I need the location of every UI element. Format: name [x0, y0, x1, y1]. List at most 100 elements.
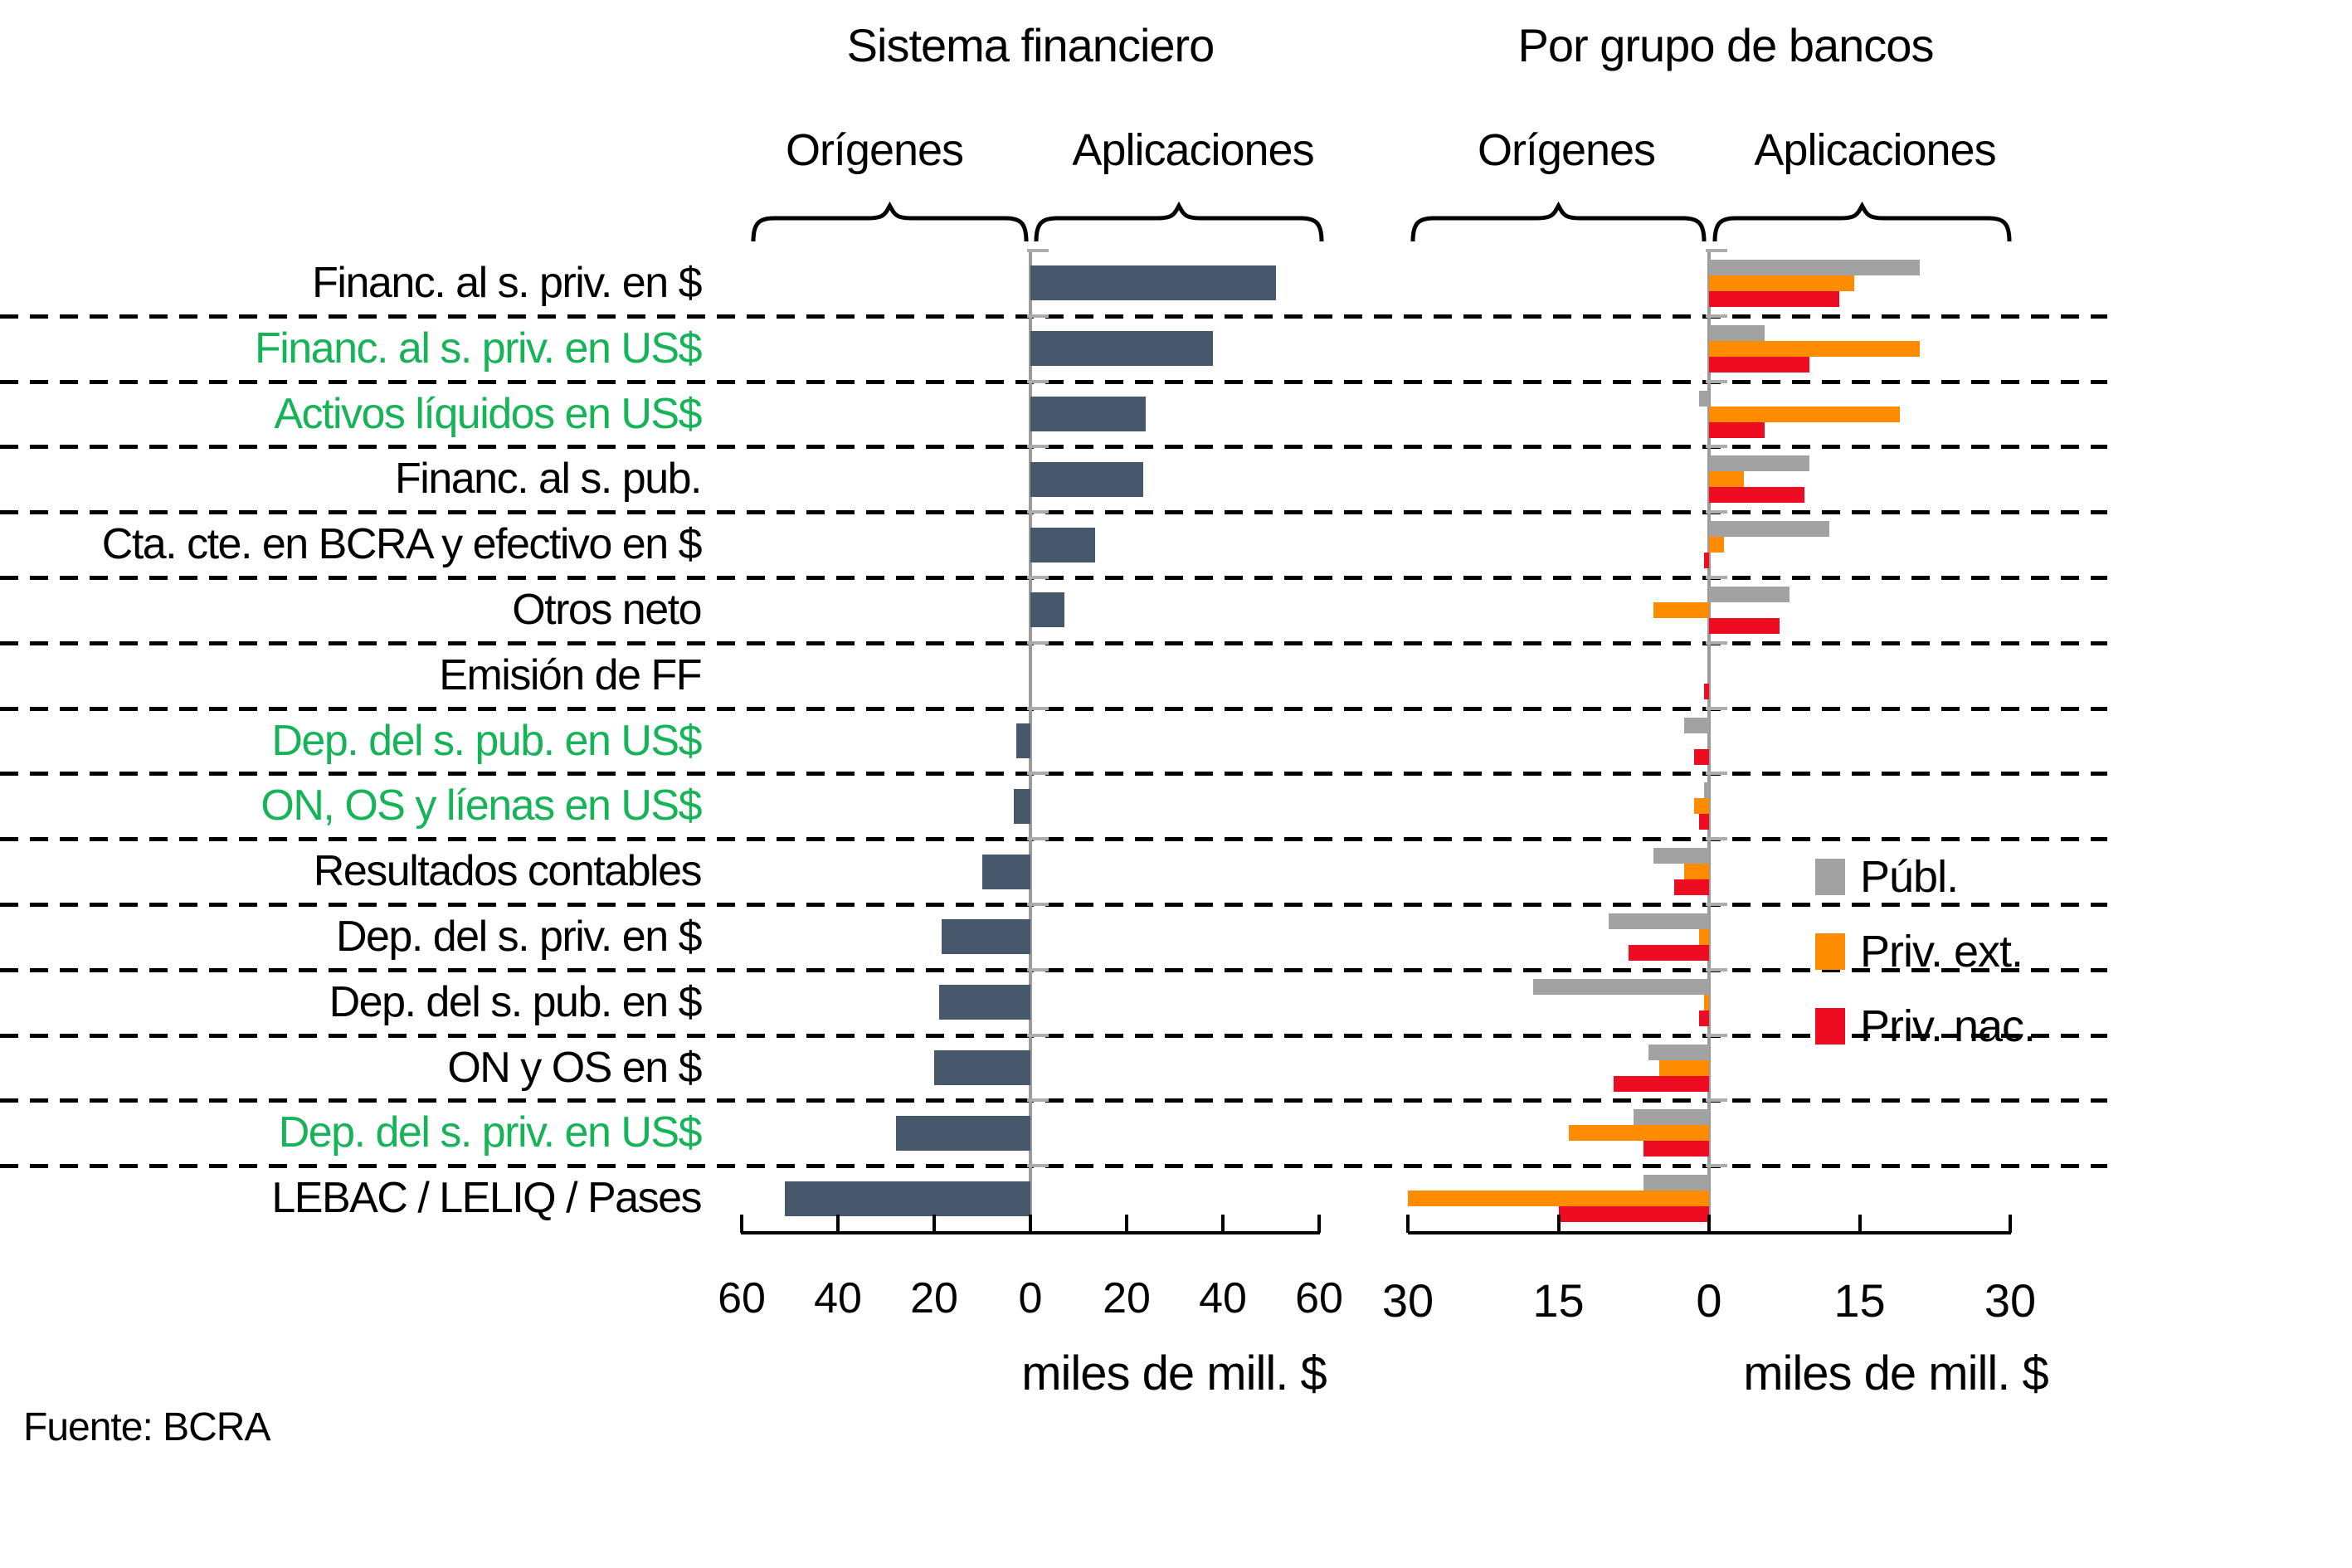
axis-row-tick	[1027, 967, 1049, 971]
x-axis-tick-label: 60	[718, 1274, 766, 1322]
bar-priv-nac	[1693, 748, 1709, 765]
x-axis-tick	[1556, 1215, 1561, 1233]
bar-priv-nac	[1703, 683, 1709, 699]
x-axis-tick-label: 20	[910, 1274, 958, 1322]
bar-p-bl	[1643, 1175, 1709, 1191]
axis-row-tick	[1706, 967, 1727, 971]
x-axis-tick	[933, 1215, 936, 1233]
legend-swatch-priv-nac	[1815, 1008, 1845, 1045]
bar-priv-nac	[1709, 487, 1804, 504]
axis-row-tick	[1706, 640, 1727, 645]
bar-priv-nac	[1709, 617, 1780, 634]
bar-priv-nac	[1703, 553, 1709, 569]
panel-title-sistema: Sistema financiero	[846, 19, 1215, 71]
category-label: Financ. al s. priv. en US$	[254, 324, 703, 373]
bar-sistema-financiero	[1030, 265, 1276, 301]
category-label: Activos líquidos en US$	[274, 389, 702, 438]
legend-label-priv-ext: Priv. ext.	[1860, 927, 2023, 976]
x-axis-tick	[740, 1215, 743, 1233]
x-axis-tick-label: 30	[1381, 1274, 1434, 1327]
bar-priv-nac	[1698, 1010, 1709, 1026]
category-label: Resultados contables	[313, 847, 703, 896]
bar-sistema-financiero	[938, 985, 1030, 1020]
bar-sistema-financiero	[1030, 331, 1214, 367]
axis-row-tick	[1027, 903, 1049, 906]
bar-priv-nac	[1673, 879, 1709, 896]
category-label: Financ. al s. pub.	[395, 455, 703, 504]
axis-row-tick	[1027, 1164, 1049, 1168]
x-axis-tick-label: 15	[1833, 1274, 1886, 1327]
x-axis-tick	[1707, 1215, 1711, 1233]
axis-row-tick	[1027, 249, 1049, 252]
bar-p-bl	[1709, 259, 1921, 275]
axis-row-tick	[1706, 379, 1727, 383]
row-separator-dashed-line	[0, 706, 2107, 711]
bar-priv-ext	[1653, 601, 1709, 618]
x-axis-baseline	[1408, 1231, 2011, 1234]
bar-p-bl	[1648, 1044, 1709, 1060]
x-axis-tick-label: 0	[1696, 1274, 1722, 1327]
x-axis-tick-label: 40	[1199, 1274, 1247, 1322]
legend-label-priv-nac: Priv. nac.	[1860, 1001, 2036, 1051]
x-axis-tick-label: 60	[1295, 1274, 1343, 1322]
bar-priv-nac	[1709, 421, 1765, 438]
x-axis-tick-label: 0	[1018, 1274, 1043, 1322]
row-separator-dashed-line	[0, 1164, 2107, 1169]
category-label: Financ. al s. priv. en $	[312, 259, 702, 307]
axis-row-tick	[1027, 640, 1049, 645]
row-separator-dashed-line	[0, 1033, 2107, 1038]
axis-row-tick	[1027, 314, 1049, 318]
unit-label-grupos: miles de mill. $	[1743, 1346, 2049, 1400]
bar-sistema-financiero	[1030, 527, 1096, 562]
bar-priv-ext	[1568, 1125, 1709, 1142]
axis-row-tick	[1706, 837, 1727, 841]
bar-p-bl	[1653, 848, 1709, 864]
category-label: Dep. del s. pub. en US$	[271, 716, 702, 765]
bar-sistema-financiero	[1030, 461, 1144, 497]
bar-p-bl	[1709, 324, 1765, 341]
bar-priv-ext	[1709, 471, 1745, 488]
bar-priv-nac	[1629, 944, 1709, 961]
row-separator-dashed-line	[0, 837, 2107, 842]
row-separator-dashed-line	[0, 445, 2107, 450]
bar-sistema-financiero	[941, 919, 1030, 955]
row-separator-dashed-line	[0, 379, 2107, 384]
legend-label-publ: Públ.	[1860, 852, 1959, 902]
bar-p-bl	[1683, 717, 1709, 733]
bar-sistema-financiero	[1030, 397, 1147, 431]
bar-sistema-financiero	[895, 1115, 1030, 1151]
row-separator-dashed-line	[0, 967, 2107, 972]
brace-sistema-origenes	[751, 202, 1029, 242]
category-label: Emisión de FF	[439, 650, 702, 699]
category-label: Dep. del s. priv. en US$	[278, 1108, 703, 1157]
unit-label-sistema: miles de mill. $	[1021, 1346, 1327, 1400]
axis-row-tick	[1706, 249, 1727, 252]
axis-row-tick	[1027, 706, 1049, 710]
category-label: Cta. cte. en BCRA y efectivo en $	[101, 520, 703, 569]
axis-row-tick	[1027, 1033, 1049, 1037]
axis-row-tick	[1706, 772, 1727, 776]
axis-row-tick	[1027, 1098, 1049, 1103]
row-separator-dashed-line	[0, 772, 2107, 777]
axis-row-tick	[1027, 576, 1049, 579]
x-axis-tick-label: 15	[1532, 1274, 1585, 1327]
axis-row-tick	[1706, 1098, 1727, 1103]
x-axis-tick-label: 40	[814, 1274, 862, 1322]
category-label: Otros neto	[512, 586, 702, 634]
bar-priv-nac	[1709, 290, 1840, 307]
bar-sistema-financiero	[1030, 592, 1064, 628]
row-separator-dashed-line	[0, 314, 2107, 319]
bar-priv-ext	[1709, 537, 1725, 553]
bar-sistema-financiero	[1013, 788, 1030, 824]
x-axis-tick	[1029, 1215, 1032, 1233]
row-separator-dashed-line	[0, 510, 2107, 515]
x-axis-tick	[1406, 1215, 1410, 1233]
bar-priv-ext	[1693, 798, 1709, 815]
x-axis-tick	[1317, 1215, 1321, 1233]
subheader-origenes-grupos: Orígenes	[1477, 125, 1656, 175]
axis-row-tick	[1027, 445, 1049, 449]
bar-priv-ext	[1683, 864, 1709, 880]
bar-priv-ext	[1698, 928, 1709, 945]
bar-priv-ext	[1709, 275, 1855, 291]
category-label: LEBAC / LELIQ / Pases	[271, 1174, 702, 1223]
